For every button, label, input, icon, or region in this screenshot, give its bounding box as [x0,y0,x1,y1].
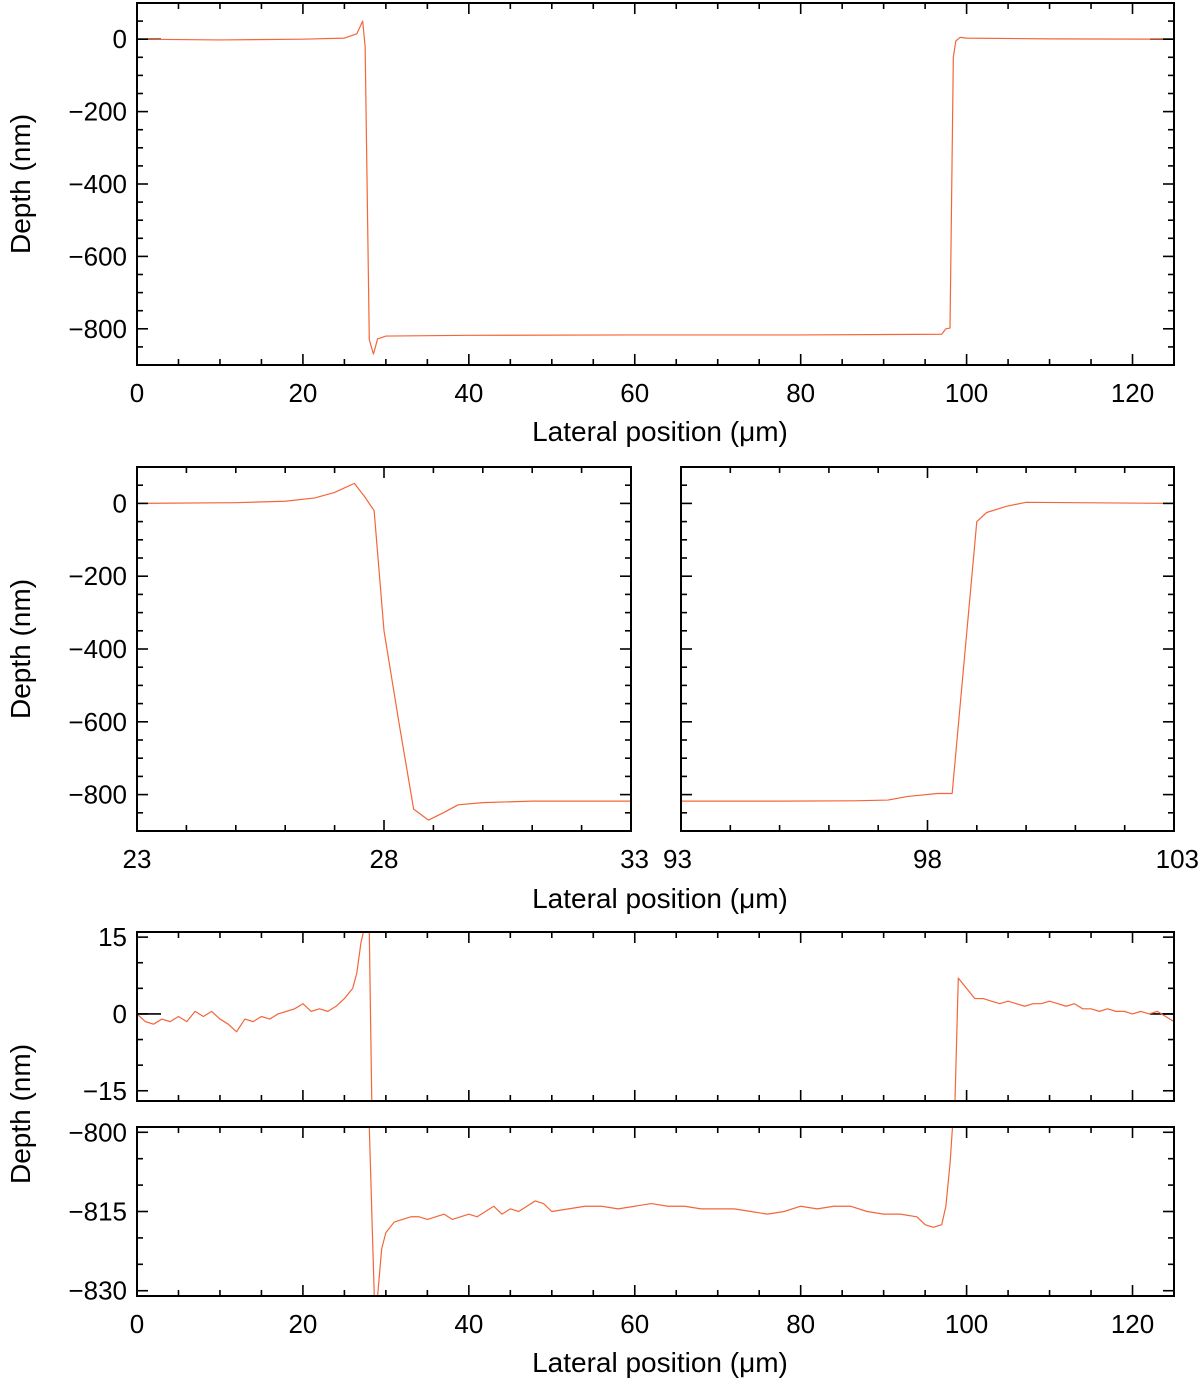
bottom-lower-x-tick-label: 100 [945,1309,988,1339]
bottom-lower-x-tick-label: 60 [620,1309,649,1339]
bottom-lower-y-tick-label: −830 [68,1276,127,1306]
top-x-tick-label: 80 [786,378,815,408]
middle-right-x-tick-label: 103 [1156,844,1199,874]
top-x-tick-label: 100 [945,378,988,408]
top-y-tick-label: 0 [113,24,127,54]
top-y-tick-label: −200 [68,97,127,127]
middle-left-series-0-line [137,482,631,821]
panel-bottom-upper-chart: 15 0 −15 [83,922,1175,1106]
middle-left-y-tick-label: −600 [68,707,127,737]
top-x-tick-label: 120 [1111,378,1154,408]
middle-left-y-tick-label: −400 [68,634,127,664]
panel-bottom-lower-chart: 0 20 40 60 80 100 120 −800 −815 −830 [68,1117,1175,1339]
bottom-lower-x-tick-label: 20 [288,1309,317,1339]
bottom-lower-series-0-line [368,1127,954,1296]
middle-right-x-tick-label: 98 [913,844,942,874]
middle-left-y-tick-label: −800 [68,780,127,810]
middle-right-x-tick-label: 93 [663,844,692,874]
bottom-upper-y-tick-label: −15 [83,1076,127,1106]
top-x-tick-label: 0 [130,378,144,408]
top-x-tick-label: 20 [288,378,317,408]
bottom-lower-x-tick-label: 0 [130,1309,144,1339]
bottom-lower-y-tick-label: −800 [68,1117,127,1147]
top-y-tick-label: −800 [68,314,127,344]
middle-left-y-axis-title: Depth (nm) [5,579,36,719]
bottom-lower-y-tick-label: −815 [68,1197,127,1227]
bottom-lower-x-tick-label: 40 [454,1309,483,1339]
bottom-upper-plot-frame [136,931,1175,1102]
top-x-tick-label: 40 [454,378,483,408]
top-series-0-line [137,20,1174,355]
top-y-tick-label: −400 [68,169,127,199]
bottom-upper-y-tick-label: 15 [98,922,127,952]
middle-right-series-0-line [681,501,1174,802]
bottom-lower-x-tick-label: 80 [786,1309,815,1339]
bottom-lower-x-tick-label: 120 [1111,1309,1154,1339]
middle-left-x-tick-label: 33 [620,844,649,874]
bottom-y-axis-title: Depth (nm) [5,1044,36,1184]
top-plot-frame [136,2,1175,366]
middle-left-x-tick-label: 28 [370,844,399,874]
panel-top-chart: 0 20 40 60 80 100 120 0 −200 −400 −600 −800 [68,2,1175,408]
top-y-axis-title: Depth (nm) [5,114,36,254]
top-x-tick-label: 60 [620,378,649,408]
middle-x-axis-title: Lateral position (μm) [532,883,788,914]
middle-left-plot-frame [136,466,632,832]
middle-right-plot-frame [680,466,1175,832]
top-x-axis-title: Lateral position (μm) [532,416,788,447]
top-y-tick-label: −600 [68,241,127,271]
bottom-upper-series-0-line [137,932,1174,1101]
bottom-x-axis-title: Lateral position (μm) [532,1347,788,1378]
bottom-upper-y-tick-label: 0 [113,999,127,1029]
middle-left-y-tick-label: 0 [113,488,127,518]
middle-left-y-tick-label: −200 [68,561,127,591]
panel-middle-right-chart: 93 98 103 [663,466,1199,874]
panel-middle-left-chart: 23 28 33 0 −200 −400 −600 −800 [68,466,649,874]
middle-left-x-tick-label: 23 [123,844,152,874]
bottom-lower-plot-frame [136,1126,1175,1297]
